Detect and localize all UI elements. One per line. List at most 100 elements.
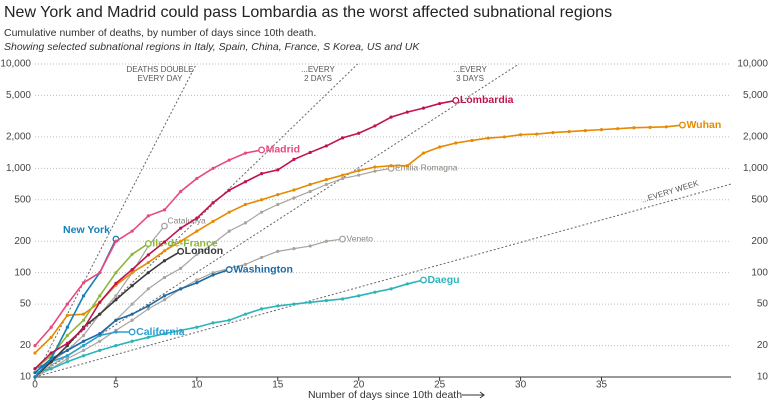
data-point [421, 151, 426, 155]
y-tick-label: 500 [14, 194, 31, 205]
data-point [162, 275, 167, 280]
data-point [162, 294, 167, 298]
data-point [227, 318, 231, 322]
y-tick-label-right: 10 [757, 372, 769, 383]
data-point [470, 138, 474, 143]
data-point [195, 252, 199, 256]
data-point [292, 157, 296, 161]
data-point [243, 180, 248, 184]
y-tick-label-right: 1,000 [743, 163, 768, 174]
data-point [81, 327, 86, 331]
data-point [195, 229, 199, 233]
data-point [81, 318, 86, 322]
data-point [340, 297, 345, 301]
data-point [340, 176, 345, 181]
data-point [146, 335, 150, 339]
data-point [502, 135, 506, 139]
data-point [276, 193, 280, 197]
data-point [162, 332, 167, 336]
data-point [518, 133, 523, 137]
series-label: New York [63, 224, 110, 236]
data-point [308, 189, 312, 194]
data-point [276, 168, 280, 172]
series-label: Daegu [427, 274, 459, 286]
data-point [260, 255, 264, 260]
data-point [65, 333, 69, 338]
data-point [114, 281, 118, 285]
y-tick-label-right: 100 [751, 267, 768, 278]
data-point [81, 343, 86, 348]
y-tick-label: 200 [14, 236, 31, 247]
data-point [373, 165, 377, 169]
data-point [65, 341, 69, 345]
reference-label: EVERY DAY [138, 74, 184, 83]
y-tick-label: 50 [20, 299, 32, 310]
data-point [211, 201, 215, 205]
data-point [128, 328, 136, 336]
data-point [535, 132, 539, 136]
x-axis-label: Number of days since 10th death [308, 389, 462, 401]
y-tick-label-right: 500 [751, 194, 768, 205]
data-point [357, 173, 361, 177]
data-point [405, 282, 409, 286]
series-line [34, 149, 262, 347]
data-point [179, 266, 183, 270]
data-point [98, 300, 102, 304]
data-point [211, 166, 215, 170]
data-point [33, 351, 37, 355]
series-label: Madrid [266, 144, 300, 156]
data-point [260, 307, 264, 311]
data-point [340, 173, 345, 177]
data-point [33, 371, 37, 375]
data-point [324, 239, 328, 243]
data-point [146, 271, 150, 275]
data-point [243, 221, 248, 225]
data-point [243, 202, 248, 207]
data-point [114, 239, 118, 243]
data-point [324, 182, 328, 187]
data-point [179, 239, 183, 243]
data-point [162, 259, 167, 263]
data-point [339, 235, 346, 243]
data-point [33, 367, 37, 371]
data-point [227, 210, 231, 214]
series-line [34, 250, 182, 378]
data-point [162, 240, 167, 244]
data-point [114, 318, 118, 322]
data-point [308, 300, 312, 304]
data-point [340, 136, 345, 140]
series-label: California [136, 326, 185, 338]
x-tick-label: 5 [113, 380, 119, 391]
reference-label: ...EVERY WEEK [640, 178, 700, 204]
data-point [195, 278, 199, 282]
data-point [373, 290, 377, 294]
data-point [324, 298, 328, 303]
reference-label: 2 DAYS [304, 74, 332, 83]
data-point [146, 307, 150, 311]
data-point [162, 208, 167, 212]
data-point [227, 158, 231, 162]
y-tick-label-right: 50 [757, 299, 769, 310]
y-tick-label-right: 200 [751, 236, 768, 247]
data-point [308, 244, 312, 248]
y-tick-label-right: 10,000 [737, 59, 768, 70]
data-point [632, 126, 636, 130]
series-label: Emilia Romagna [395, 163, 458, 173]
reference-label: 3 DAYS [456, 74, 484, 83]
data-point [292, 188, 296, 192]
x-tick-label: 25 [434, 380, 446, 391]
data-point [130, 268, 134, 272]
data-point [324, 177, 328, 182]
y-tick-label-right: 2,000 [743, 132, 768, 143]
reference-line [34, 63, 358, 378]
data-point [114, 330, 118, 334]
x-tick-label: 10 [191, 380, 203, 391]
series-label: Veneto [347, 233, 374, 243]
data-point [260, 172, 264, 176]
data-point [177, 247, 185, 255]
data-point [616, 127, 620, 131]
reference-label: ...EVERY [453, 65, 487, 74]
data-point [146, 260, 150, 265]
data-point [98, 332, 102, 336]
data-point [243, 262, 248, 267]
